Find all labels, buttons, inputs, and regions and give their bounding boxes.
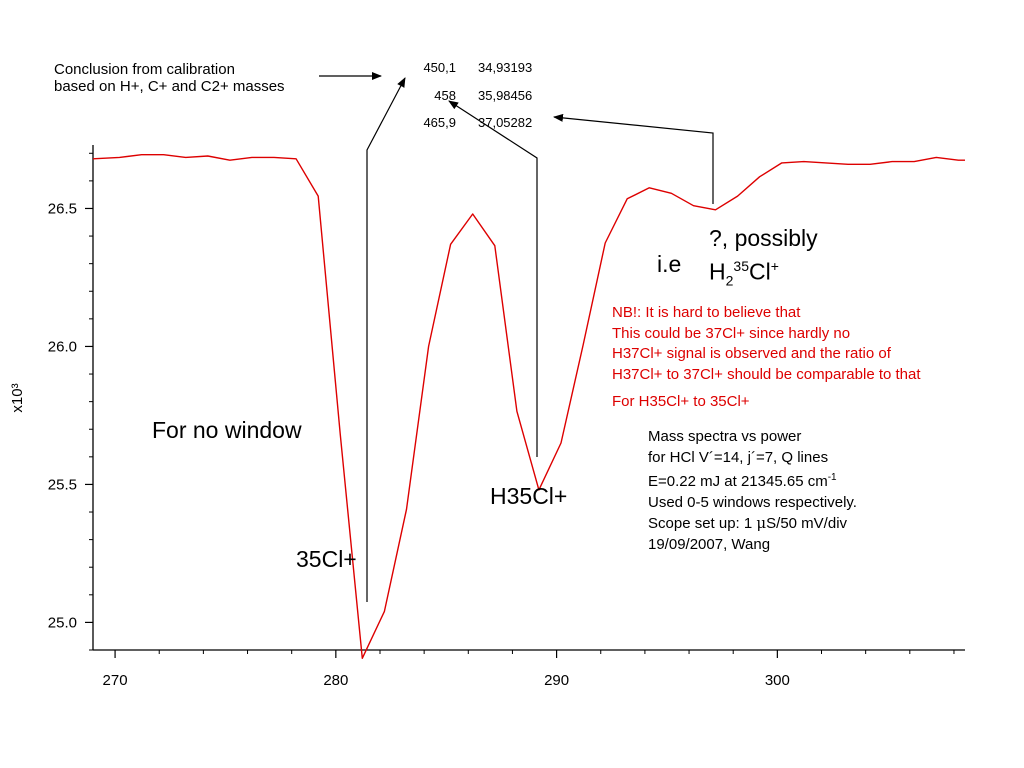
calibration-cell: 34,93193 [478, 60, 533, 75]
formula-h: H [709, 258, 726, 285]
unknown-peak-pointer [553, 113, 714, 204]
h35cl-pointer [448, 100, 538, 457]
calibration-cell: 465,9 [423, 115, 456, 130]
info-line3-sup: -1 [827, 472, 837, 483]
info-line2: for HCl V´=14, j´=7, Q lines [648, 448, 829, 466]
possibly-line1: ?, possibly [709, 225, 818, 251]
formula-sub: 2 [725, 272, 734, 289]
info-line4: Used 0-5 windows respectively. [648, 493, 857, 511]
info-line5: Scope set up: 1 μS/50 mV/div [648, 513, 857, 535]
info-line6: 19/09/2007, Wang [648, 535, 771, 553]
calibration-note-line2: based on H+, C+ and C2+ masses [54, 78, 285, 96]
series-layer [92, 153, 965, 659]
formula-cl: Cl [749, 258, 771, 285]
calibration-cell: 458 [434, 88, 456, 103]
y-tick-label: 26.5 [48, 200, 77, 217]
cl35-pointer [366, 77, 406, 602]
calibration-cell: 37,05282 [478, 115, 533, 130]
nb-note-line: This could be 37Cl+ since hardly no [612, 324, 851, 342]
info-line3: E=0.22 mJ at 21345.65 cm-1 [648, 468, 857, 493]
ie-label: i.e [657, 251, 682, 277]
calibration-cell: 450,1 [423, 60, 456, 75]
y-tick-label: 25.0 [48, 614, 77, 631]
nb-note-line: NB!: It is hard to believe that [612, 304, 801, 321]
cl35-peak-label: 35Cl+ [296, 546, 357, 572]
nb-note: NB!: It is hard to believe that This cou… [612, 303, 921, 385]
mu-symbol: μ [756, 514, 767, 532]
formula-plus: + [770, 258, 779, 274]
x-tick-label: 290 [544, 672, 569, 689]
axes: 270 280 290 300 25.0 25.5 26.0 26.5 x10³ [9, 145, 965, 689]
x-tick-label: 270 [103, 672, 128, 689]
x-tick-label: 280 [323, 672, 348, 689]
y-tick-label: 26.0 [48, 338, 77, 355]
y-axis-label: x10³ [9, 383, 26, 412]
x-tick-label: 300 [765, 672, 790, 689]
for-no-window-label: For no window [152, 417, 302, 443]
nb-note-line: H37Cl+ signal is observed and the ratio … [612, 345, 891, 362]
annotation-arrows [319, 72, 714, 602]
formula-sup: 35 [733, 258, 749, 274]
nb-note-last-line: For H35Cl+ to 35Cl+ [612, 393, 750, 410]
experiment-info: Mass spectra vs power for HCl V´=14, j´=… [648, 427, 857, 555]
info-line1: Mass spectra vs power [648, 428, 802, 445]
calibration-cell: 35,98456 [478, 88, 533, 103]
possibly-formula: H235Cl+ [709, 252, 818, 294]
calibration-note: Conclusion from calibration based on H+,… [54, 61, 285, 96]
calibration-note-line1: Conclusion from calibration [54, 61, 235, 78]
y-tick-label: 25.5 [48, 476, 77, 493]
info-line5-b: S/50 mV/div [766, 515, 848, 532]
possible-h2cl-label: ?, possibly H235Cl+ [709, 224, 818, 294]
info-line5-a: Scope set up: 1 [648, 515, 757, 532]
spectrum-series-line [92, 153, 965, 659]
h35cl-peak-label: H35Cl+ [490, 483, 568, 509]
info-line3-text: E=0.22 mJ at 21345.65 cm [648, 473, 828, 490]
nb-note-line: H37Cl+ to 37Cl+ should be comparable to … [612, 365, 921, 383]
